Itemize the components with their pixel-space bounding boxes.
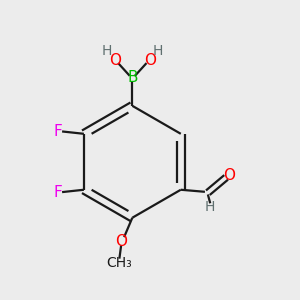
Text: F: F — [53, 184, 62, 200]
Text: B: B — [127, 70, 138, 86]
Text: O: O — [223, 167, 235, 182]
Text: H: H — [205, 200, 215, 214]
Text: F: F — [53, 124, 62, 139]
Text: H: H — [102, 44, 112, 58]
Text: H: H — [152, 44, 163, 58]
Text: O: O — [115, 234, 127, 249]
Text: CH₃: CH₃ — [106, 256, 132, 270]
Text: O: O — [109, 53, 121, 68]
Text: O: O — [144, 53, 156, 68]
